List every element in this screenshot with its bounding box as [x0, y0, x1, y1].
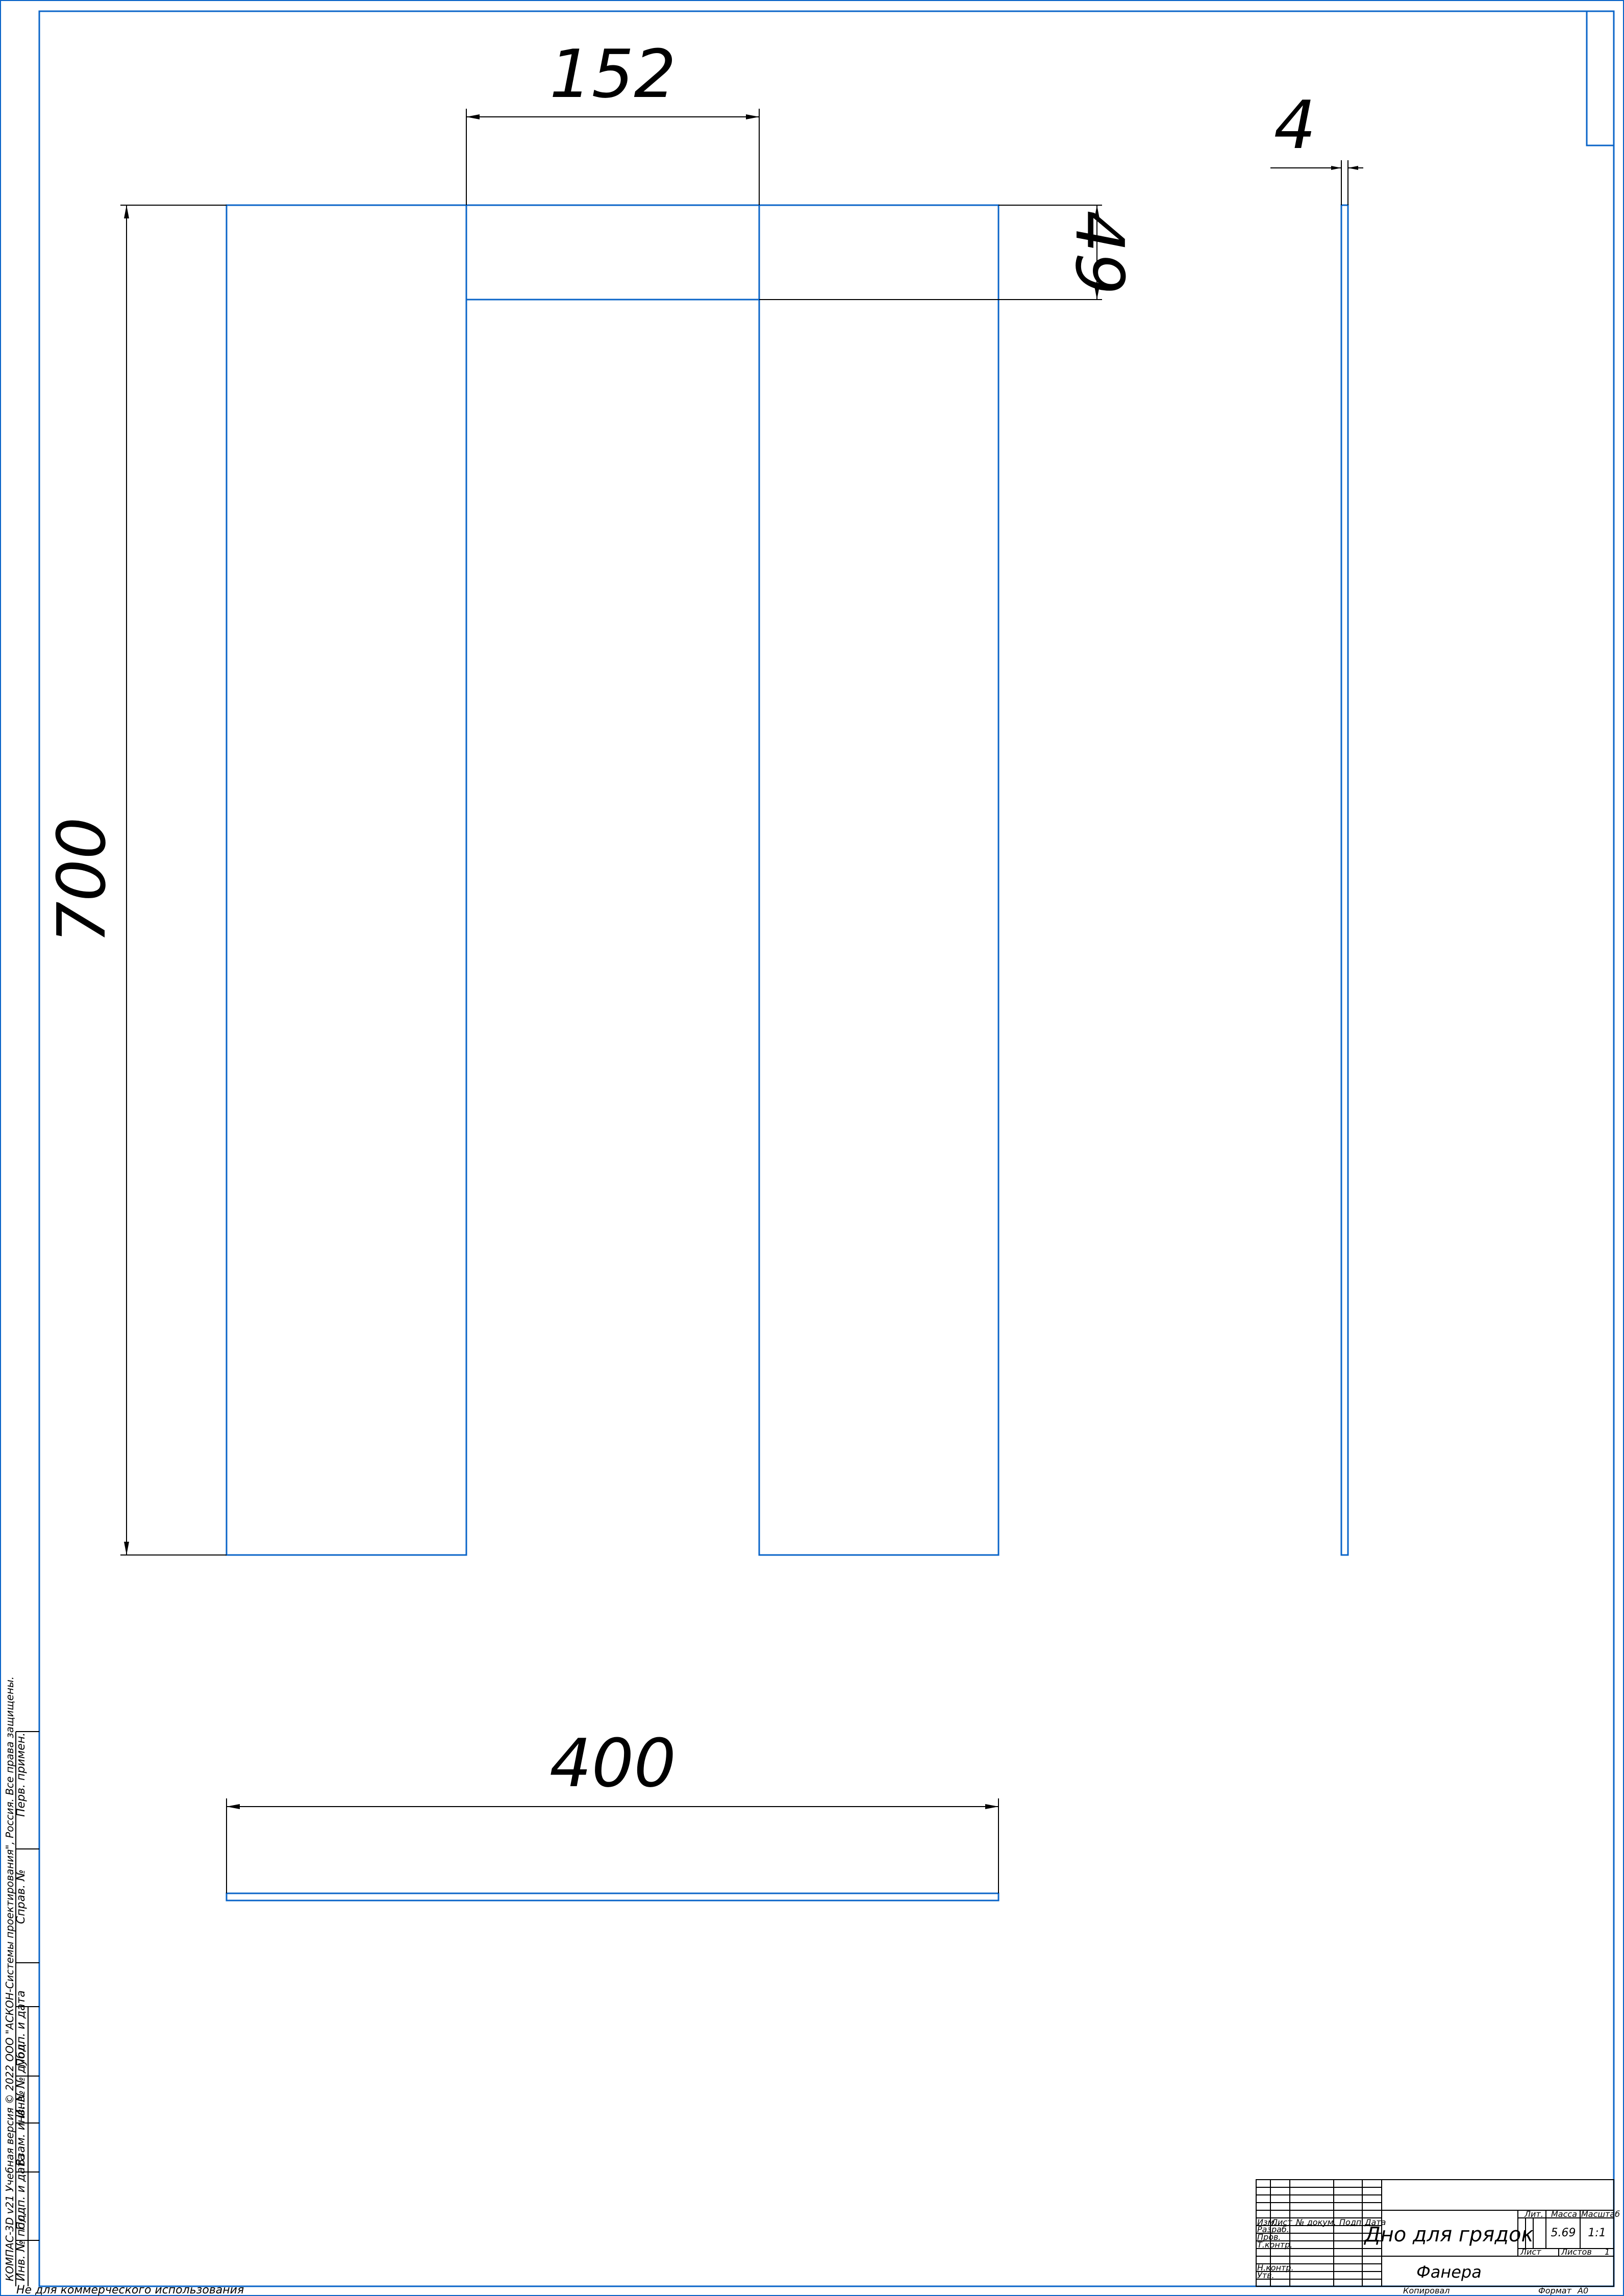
- tb-date: Дата: [1364, 2217, 1386, 2227]
- bottom-view: [226, 1892, 1000, 1902]
- strip-perv-primen: Перв. примен.: [15, 1733, 28, 1817]
- drawing-frame: [38, 10, 1615, 2287]
- license-note: КОМПАС-3D v21 Учебная версия © 2022 ООО …: [4, 1676, 16, 2281]
- tb-format-label: Формат: [1538, 2286, 1572, 2295]
- tb-sheets-label: Листов: [1561, 2247, 1592, 2257]
- right-leg: [758, 204, 1000, 1556]
- dim-4-label: 4: [1274, 86, 1316, 164]
- tb-role-nkontr: Н.контр.: [1257, 2263, 1294, 2273]
- left-leg: [226, 204, 467, 1556]
- strip-inv-podl: Инв. № подл.: [15, 2204, 28, 2281]
- tb-list: Лист: [1271, 2217, 1292, 2227]
- front-view: [226, 204, 1000, 1556]
- side-strip: [15, 1731, 39, 2286]
- non-commercial-note: Не для коммерческого использования: [16, 2284, 244, 2296]
- top-right-box: [1586, 10, 1615, 146]
- tb-header-mass: Масса: [1551, 2209, 1577, 2219]
- tb-role-razrab: Разраб.: [1257, 2225, 1289, 2234]
- tb-header-scale: Масштаб: [1581, 2209, 1620, 2219]
- dimension-lines: [120, 109, 1363, 1893]
- strip-vzam-inv: Взам. инв. №: [15, 2090, 28, 2166]
- strip-podp-data-2: Подп. и дата: [15, 2154, 28, 2230]
- tb-copied: Копировал: [1403, 2286, 1450, 2295]
- strip-podp-data-1: Подп. и дата: [15, 1990, 28, 2067]
- tb-role-utv: Утв.: [1257, 2270, 1275, 2280]
- tb-doc: № докум.: [1295, 2217, 1336, 2227]
- tb-sheet-label: Лист: [1520, 2247, 1541, 2257]
- dim-400-label: 400: [549, 1724, 676, 1802]
- tb-mass-value: 5.69: [1551, 2227, 1576, 2239]
- dimension-arrows: [124, 114, 1358, 1809]
- tb-title: Дно для грядок: [1363, 2223, 1533, 2246]
- strip-sprav-no: Справ. №: [15, 1869, 28, 1924]
- tb-izm: Изм.: [1257, 2217, 1277, 2227]
- tb-material: Фанера: [1416, 2262, 1482, 2282]
- tb-role-prov: Пров.: [1257, 2232, 1281, 2242]
- tb-scale-value: 1:1: [1588, 2227, 1606, 2239]
- tb-sheets-value: 1: [1605, 2247, 1610, 2257]
- tb-role-tkontr: Т.контр.: [1257, 2240, 1292, 2250]
- top-bridge: [465, 204, 760, 301]
- dim-49-label: 49: [1061, 210, 1138, 294]
- dim-700-label: 700: [43, 817, 120, 944]
- strip-inv-dubl: Инв. № дубл.: [15, 2041, 28, 2118]
- title-block: [1256, 2179, 1614, 2287]
- tb-format-value: А0: [1577, 2286, 1588, 2295]
- tb-sign: Подп.: [1339, 2217, 1364, 2227]
- tb-header-lit: Лит.: [1524, 2209, 1543, 2219]
- dim-152-label: 152: [549, 35, 676, 113]
- side-view: [1340, 204, 1349, 1556]
